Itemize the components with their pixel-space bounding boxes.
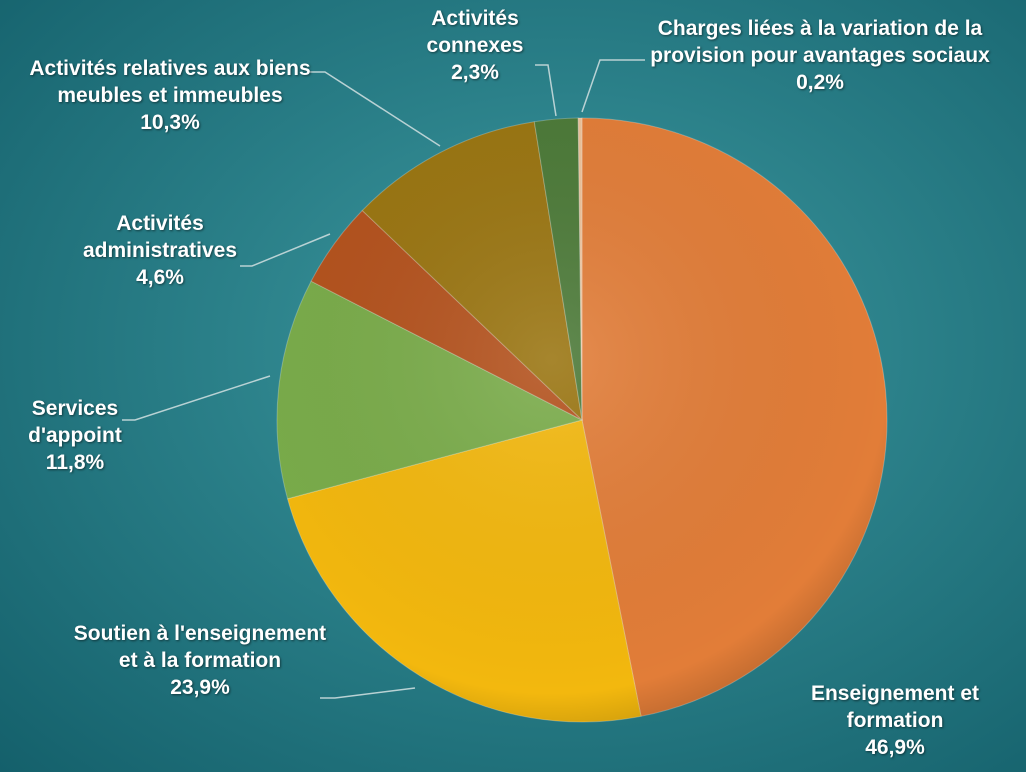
category-name: Activités relatives aux biens meubles et… [29, 57, 311, 107]
category-name: Charges liées à la variation de la provi… [650, 17, 990, 67]
slice-label: Activités relatives aux biens meubles et… [20, 55, 320, 136]
slice-label: Activités connexes 2,3% [405, 5, 545, 86]
pie-slice [581, 117, 888, 717]
category-name: Activités connexes [426, 7, 524, 57]
leader-line [122, 375, 271, 421]
slice-label: Enseignement et formation 46,9% [780, 680, 1010, 761]
category-name: Enseignement et formation [810, 682, 980, 732]
leader-line [320, 687, 416, 699]
value-label: 23,9% [170, 676, 230, 699]
leader-line [581, 59, 645, 113]
value-label: 0,2% [796, 71, 844, 94]
category-name: Activités administratives [82, 212, 238, 262]
slice-label: Charges liées à la variation de la provi… [645, 15, 995, 96]
value-label: 2,3% [451, 61, 499, 84]
slice-label: Services d'appoint 11,8% [0, 395, 150, 476]
slice-label: Soutien à l'enseignement et à la formati… [70, 620, 330, 701]
category-name: Soutien à l'enseignement et à la formati… [73, 622, 327, 672]
leader-line [310, 71, 441, 147]
pie [276, 117, 888, 723]
value-label: 4,6% [136, 266, 184, 289]
leader-lines [122, 59, 645, 699]
value-label: 11,8% [45, 451, 105, 474]
category-name: Services d'appoint [28, 397, 122, 447]
leader-line [535, 64, 557, 117]
value-label: 10,3% [140, 111, 200, 134]
leader-line [240, 233, 331, 267]
value-label: 46,9% [865, 736, 925, 759]
slice-label: Activités administratives 4,6% [55, 210, 265, 291]
